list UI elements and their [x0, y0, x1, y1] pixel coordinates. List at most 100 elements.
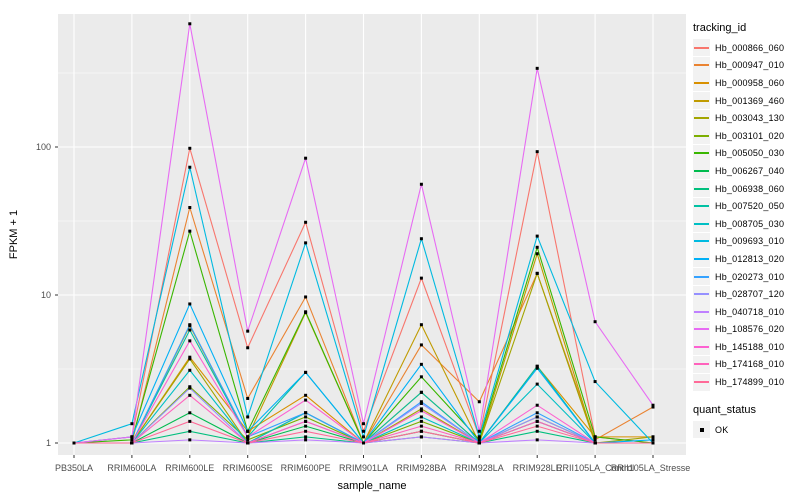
- legend-label: Hb_003043_130: [715, 113, 785, 124]
- legend-item-Hb_003101_020: Hb_003101_020: [693, 127, 800, 145]
- line-swatch-icon: [693, 56, 710, 74]
- data-point: [188, 386, 192, 390]
- data-point: [304, 156, 308, 160]
- legend-item-Hb_000958_060: Hb_000958_060: [693, 74, 800, 92]
- data-point: [188, 328, 192, 332]
- line-chart-canvas: PB350LA RRIM600LA RRIM600LE RRIM600SE RRIM60…: [36, 14, 690, 473]
- data-point: [419, 400, 423, 404]
- data-point: [246, 429, 250, 433]
- legend-label: Hb_003101_020: [715, 130, 785, 141]
- data-point: [362, 422, 365, 426]
- data-point: [188, 165, 192, 169]
- legend-label: Hb_006938_060: [715, 183, 785, 194]
- data-point: [304, 424, 308, 428]
- data-point: [419, 401, 423, 405]
- data-point: [419, 323, 423, 327]
- x-tick-label: RRIM928BA: [396, 463, 446, 473]
- legend-title-quant-status: quant_status: [693, 403, 756, 416]
- data-point: [651, 403, 655, 407]
- data-point: [651, 405, 655, 409]
- data-point: [304, 411, 308, 415]
- x-tick-label: RRIM600PE: [281, 463, 331, 473]
- data-point: [362, 441, 365, 445]
- data-point: [188, 429, 192, 433]
- data-point: [419, 419, 423, 423]
- legend-item-Hb_009693_010: Hb_009693_010: [693, 232, 800, 251]
- data-point: [535, 252, 539, 256]
- data-point: [419, 362, 423, 366]
- legend-item-Hb_108576_020: Hb_108576_020: [693, 320, 800, 339]
- x-tick-label: RRIM600LA: [107, 463, 156, 473]
- legend-item-Hb_006938_060: Hb_006938_060: [693, 180, 800, 198]
- data-point: [72, 441, 76, 445]
- line-swatch-icon: [693, 338, 710, 356]
- data-point: [419, 237, 423, 241]
- legend-label: Hb_009693_010: [715, 236, 785, 247]
- legend-color-items: Hb_000866_060 Hb_000947_010 Hb_000958_060 H…: [693, 39, 800, 391]
- x-axis-title: sample_name: [337, 480, 407, 492]
- y-tick-label: 10: [41, 290, 51, 300]
- line-swatch-icon: [693, 74, 710, 92]
- legend-item-Hb_012813_020: Hb_012813_020: [693, 250, 800, 268]
- line-swatch-icon: [693, 268, 710, 286]
- data-point: [419, 435, 423, 439]
- line-swatch-icon: [693, 197, 710, 215]
- legend-label: Hb_174168_010: [715, 359, 785, 370]
- data-point: [593, 435, 597, 439]
- line-swatch-icon: [693, 144, 710, 162]
- legend-item-Hb_000866_060: Hb_000866_060: [693, 39, 800, 57]
- line-swatch-icon: [693, 92, 710, 110]
- legend-label: Hb_000947_010: [715, 60, 785, 71]
- data-point: [477, 438, 481, 442]
- legend-label: Hb_040718_010: [715, 306, 785, 317]
- legend-label: Hb_001369_460: [715, 95, 785, 106]
- line-swatch-icon: [693, 127, 710, 145]
- y-axis-title: FPKM + 1: [8, 209, 20, 260]
- data-point: [419, 276, 423, 280]
- legend-item-Hb_040718_010: Hb_040718_010: [693, 303, 800, 321]
- legend-label: OK: [715, 424, 729, 435]
- data-point: [246, 346, 250, 350]
- data-point: [535, 415, 539, 419]
- data-point: [188, 357, 192, 361]
- data-point: [246, 441, 250, 445]
- data-point: [188, 22, 192, 26]
- data-point: [188, 339, 192, 343]
- data-point: [304, 241, 308, 245]
- data-point: [419, 390, 423, 394]
- legend-label: Hb_012813_020: [715, 253, 785, 264]
- data-point: [304, 393, 308, 397]
- data-point: [130, 438, 134, 442]
- data-point: [419, 407, 423, 411]
- line-swatch-icon: [693, 109, 710, 127]
- data-point: [651, 435, 655, 439]
- data-point: [130, 422, 134, 426]
- data-point: [304, 220, 308, 224]
- line-swatch-icon: [693, 373, 710, 391]
- data-point: [419, 375, 423, 379]
- line-swatch-icon: [693, 215, 710, 233]
- legend-item-Hb_001369_460: Hb_001369_460: [693, 92, 800, 110]
- x-tick-label: RRIM600LE: [165, 463, 214, 473]
- x-tick-label: RRIM600SE: [223, 463, 273, 473]
- data-point: [188, 302, 192, 306]
- legend-label: Hb_005050_030: [715, 148, 785, 159]
- legend-item-Hb_145188_010: Hb_145188_010: [693, 338, 800, 356]
- legend-item-Hb_000947_010: Hb_000947_010: [693, 56, 800, 75]
- legend-item-Hb_008705_030: Hb_008705_030: [693, 215, 800, 233]
- data-point: [535, 234, 539, 238]
- legend-item-Hb_174168_010: Hb_174168_010: [693, 355, 800, 374]
- data-point: [535, 411, 539, 415]
- data-point: [130, 441, 134, 445]
- data-point: [188, 229, 192, 233]
- legend-item-Hb_174899_010: Hb_174899_010: [693, 373, 800, 391]
- legend-label: Hb_000866_060: [715, 42, 785, 53]
- data-point: [419, 424, 423, 428]
- data-point: [477, 435, 481, 439]
- data-point: [188, 368, 192, 372]
- data-point: [535, 403, 539, 407]
- data-point: [593, 320, 597, 324]
- legend-item-ok: OK: [693, 421, 800, 439]
- data-point: [304, 419, 308, 423]
